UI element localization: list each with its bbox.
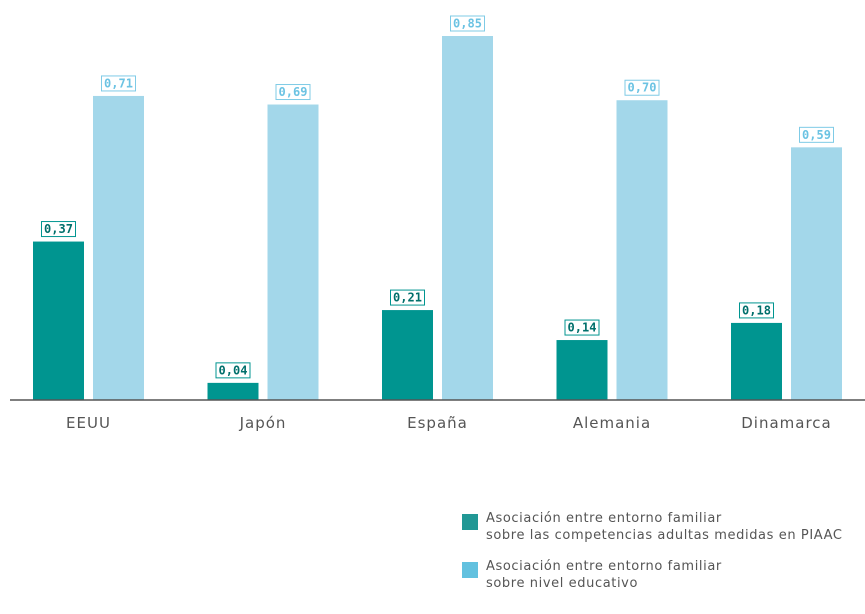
bar-espana-series-2 [442, 36, 493, 400]
data-label-box-alemania-series-1 [564, 319, 600, 336]
data-label-alemania-series-2: 0,70 [628, 81, 657, 95]
x-axis-tick-labels: EEUU Japón España Alemania Dinamarca [66, 414, 832, 432]
data-label-eeuu-series-2: 0,71 [104, 76, 133, 90]
x-tick-label-dinamarca: Dinamarca [741, 414, 832, 432]
data-label-eeuu-series-1: 0,37 [44, 222, 73, 236]
bar-chart: 0,37 0,71 0,04 0,69 0,21 0,85 0,14 0,70 0,18 0,59… [10, 15, 865, 432]
data-label-box-espana-series-2 [450, 15, 485, 32]
legend-label-piaac: Asociación entre entorno familiar sobre … [486, 511, 843, 543]
legend-item-nivel-educativo: Asociación entre entorno familiar sobre … [462, 558, 862, 592]
bars-layer [33, 36, 842, 401]
bar-eeuu-series-1 [33, 241, 84, 400]
x-tick-label-alemania: Alemania [573, 414, 651, 432]
bar-alemania-series-1 [556, 340, 608, 400]
data-label-box-dinamarca-series-2 [799, 126, 834, 143]
data-label-box-dinamarca-series-1 [739, 302, 774, 319]
data-label-espana-series-1: 0,21 [393, 291, 422, 305]
legend-label-nivel-educativo: Asociación entre entorno familiar sobre … [486, 559, 722, 591]
bar-eeuu-series-2 [93, 95, 144, 400]
data-label-box-espana-series-1 [390, 289, 425, 306]
bar-espana-series-1 [382, 310, 433, 400]
data-label-alemania-series-1: 0,14 [568, 321, 597, 335]
legend: Asociación entre entorno familiar sobre … [462, 510, 862, 606]
data-label-japon-series-1: 0,04 [219, 363, 248, 377]
data-label-dinamarca-series-2: 0,59 [802, 128, 831, 142]
data-label-box-eeuu-series-2 [101, 75, 136, 92]
data-label-box-japon-series-1 [215, 362, 251, 379]
bar-alemania-series-2 [616, 100, 668, 400]
data-label-box-japon-series-2 [275, 84, 311, 101]
x-tick-label-japon: Japón [239, 414, 287, 432]
legend-item-piaac: Asociación entre entorno familiar sobre … [462, 510, 862, 544]
data-label-box-eeuu-series-1 [41, 221, 76, 238]
data-label-box-alemania-series-2 [624, 79, 660, 96]
data-labels-layer: 0,37 0,71 0,04 0,69 0,21 0,85 0,14 0,70 0,18 0,59 [41, 15, 834, 379]
legend-swatch-nivel-educativo [462, 562, 478, 578]
bar-dinamarca-series-1 [731, 322, 782, 400]
x-tick-label-espana: España [407, 414, 468, 432]
x-tick-label-eeuu: EEUU [66, 414, 111, 432]
data-label-espana-series-2: 0,85 [453, 17, 482, 31]
bar-dinamarca-series-2 [791, 147, 842, 400]
data-label-japon-series-2: 0,69 [279, 85, 308, 99]
bar-japon-series-1 [207, 382, 259, 400]
bar-japon-series-2 [267, 104, 319, 401]
data-label-dinamarca-series-1: 0,18 [742, 303, 771, 317]
legend-swatch-piaac [462, 514, 478, 530]
